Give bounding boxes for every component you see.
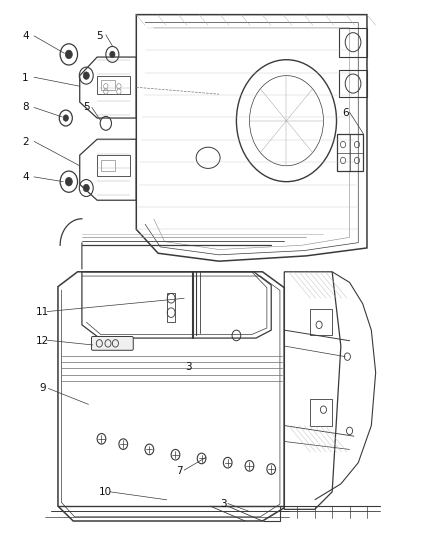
Text: 5: 5	[96, 31, 102, 41]
Text: 5: 5	[83, 102, 89, 112]
Circle shape	[65, 50, 72, 59]
Circle shape	[83, 72, 89, 79]
Text: 1: 1	[22, 73, 28, 83]
FancyBboxPatch shape	[92, 336, 133, 350]
Text: 4: 4	[22, 31, 28, 41]
Text: 3: 3	[220, 499, 226, 509]
Text: 8: 8	[22, 102, 28, 112]
Text: 6: 6	[342, 108, 349, 118]
Circle shape	[63, 115, 68, 121]
Text: 9: 9	[39, 383, 46, 393]
Text: 10: 10	[99, 487, 113, 497]
Text: 2: 2	[22, 137, 28, 147]
Text: 4: 4	[22, 172, 28, 182]
Text: 12: 12	[36, 336, 49, 346]
Text: 3: 3	[185, 362, 192, 372]
Text: 11: 11	[36, 306, 49, 317]
Circle shape	[83, 184, 89, 192]
Circle shape	[65, 177, 72, 186]
Circle shape	[110, 51, 115, 58]
Text: 7: 7	[177, 466, 183, 475]
